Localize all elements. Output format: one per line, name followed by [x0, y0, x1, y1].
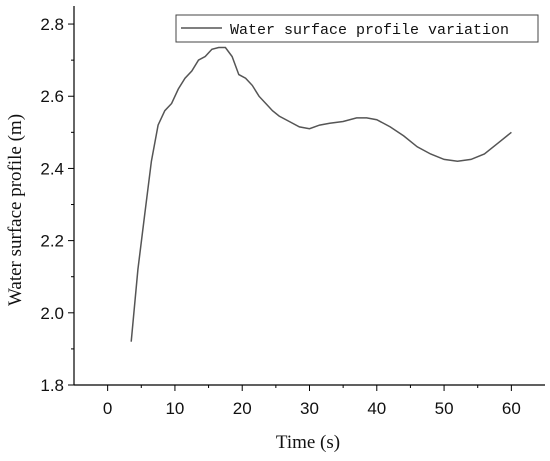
legend: Water surface profile variation: [175, 14, 539, 43]
axes: [73, 6, 545, 386]
x-tick-label: 30: [300, 399, 319, 418]
x-axis-title: Time (s): [276, 432, 340, 453]
y-axis-title: Water surface profile (m): [5, 114, 26, 306]
y-tick-label: 1.8: [40, 376, 64, 395]
y-tick-label: 2.6: [40, 87, 64, 106]
y-tick-label: 2.2: [40, 232, 64, 251]
series-layer: [130, 46, 512, 342]
ticks: 0 10 20 30 40 50 60 1.8 2.0 2.2 2.4 2.6 2.8: [40, 15, 520, 418]
y-tick-label: 2.0: [40, 304, 64, 323]
y-tick-label: 2.4: [40, 159, 64, 178]
legend-entry-label: Water surface profile variation: [230, 22, 509, 39]
x-tick-label: 40: [367, 399, 386, 418]
x-tick-label: 20: [233, 399, 252, 418]
x-tick-label: 60: [502, 399, 521, 418]
y-tick-label: 2.8: [40, 15, 64, 34]
x-tick-label: 0: [103, 399, 112, 418]
legend-box: [175, 14, 539, 43]
x-tick-label: 10: [165, 399, 184, 418]
series-line: [130, 46, 512, 342]
x-tick-label: 50: [435, 399, 454, 418]
